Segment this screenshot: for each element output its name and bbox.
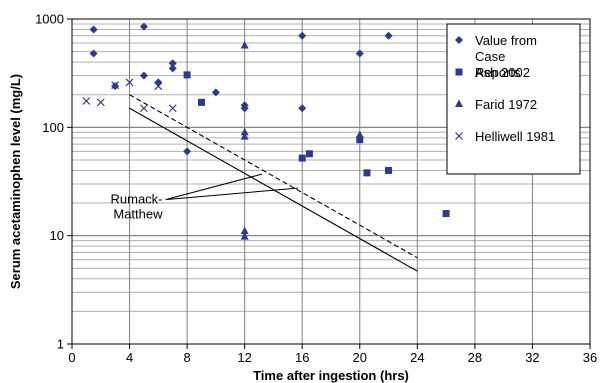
x-data-point (140, 104, 148, 113)
x-data-point (154, 82, 163, 91)
x-data-point (125, 78, 134, 87)
square-data-point (385, 166, 393, 174)
legend-entry-label: Case (475, 49, 505, 64)
triangle-data-point (355, 130, 364, 138)
square-data-point (356, 136, 364, 144)
diamond-data-point (240, 104, 249, 113)
legend-entry-label: Value from (475, 33, 537, 48)
x-axis-ticks: 0 4 8 12 16 20 24 28 32 36 (68, 344, 597, 365)
diamond-data-point (139, 22, 148, 31)
square-data-point (183, 71, 191, 79)
x-tick-label: 16 (295, 350, 309, 365)
diamond-data-point (183, 147, 192, 156)
legend-box (446, 23, 581, 175)
y-tick-label: 10 (50, 228, 64, 243)
x-axis-title: Time after ingestion (hrs) (253, 368, 409, 383)
diamond-data-point (298, 104, 307, 113)
reference-lines (129, 94, 418, 272)
y-tick-label: 100 (42, 120, 64, 135)
triangle-data-point (240, 226, 249, 235)
x-tick-label: 0 (68, 350, 75, 365)
diamond-data-point (139, 71, 148, 80)
legend-x-icon (455, 132, 463, 140)
legend-square-icon (455, 68, 463, 76)
legend-triangle-icon (455, 99, 463, 107)
y-axis-title: Serum acetaminophen level (mg/L) (8, 74, 23, 289)
x-tick-label: 28 (468, 350, 482, 365)
x-tick-label: 4 (126, 350, 133, 365)
y-axis-ticks: 1 10 100 1000 (35, 12, 72, 352)
x-tick-label: 36 (583, 350, 597, 365)
x-tick-label: 32 (525, 350, 539, 365)
dashed-reference-line (129, 94, 418, 259)
diamond-data-point (89, 49, 98, 58)
x-tick-label: 20 (353, 350, 367, 365)
x-tick-label: 8 (183, 350, 190, 365)
square-data-point (298, 154, 306, 162)
diamond-data-point (168, 64, 177, 73)
triangle-data-point (240, 127, 249, 136)
annotation-pointer-line (165, 187, 298, 201)
square-data-point (198, 98, 205, 106)
diamond-data-point (355, 49, 364, 58)
triangle-data-point (240, 40, 249, 49)
diamond-data-point (89, 25, 98, 34)
legend-entry-label: Ash 2002 (475, 65, 530, 80)
diamond-data-point (111, 82, 120, 91)
x-tick-label: 12 (237, 350, 251, 365)
legend-diamond-icon (455, 36, 463, 44)
x-data-point (82, 97, 91, 105)
x-data-point (111, 81, 120, 90)
square-data-point (305, 150, 313, 158)
diamond-data-point (384, 31, 393, 40)
plot-area-frame (71, 18, 591, 345)
square-data-point (442, 210, 450, 218)
x-tick-label: 24 (410, 350, 424, 365)
y-tick-label: 1000 (35, 12, 64, 27)
annotation-pointer-line (165, 173, 263, 201)
x-data-point (96, 98, 105, 107)
annotation-layer: Rumack-Matthew (111, 173, 298, 222)
legend-entry-label: Reports (475, 65, 521, 80)
legend-entry-label: Helliwell 1981 (475, 129, 555, 144)
x-data-point (168, 104, 177, 113)
data-points (82, 22, 450, 240)
diamond-data-point (168, 59, 177, 68)
triangle-data-point (240, 232, 249, 240)
legend-entry-label: Farid 1972 (475, 97, 537, 112)
diamond-data-point (298, 31, 307, 40)
triangle-data-point (240, 132, 249, 140)
annotation-label: Matthew (113, 207, 163, 222)
square-data-point (363, 169, 371, 177)
annotation-label: Rumack- (111, 192, 163, 207)
y-tick-label: 1 (57, 337, 64, 352)
diamond-data-point (154, 78, 163, 87)
diamond-data-point (211, 88, 220, 97)
